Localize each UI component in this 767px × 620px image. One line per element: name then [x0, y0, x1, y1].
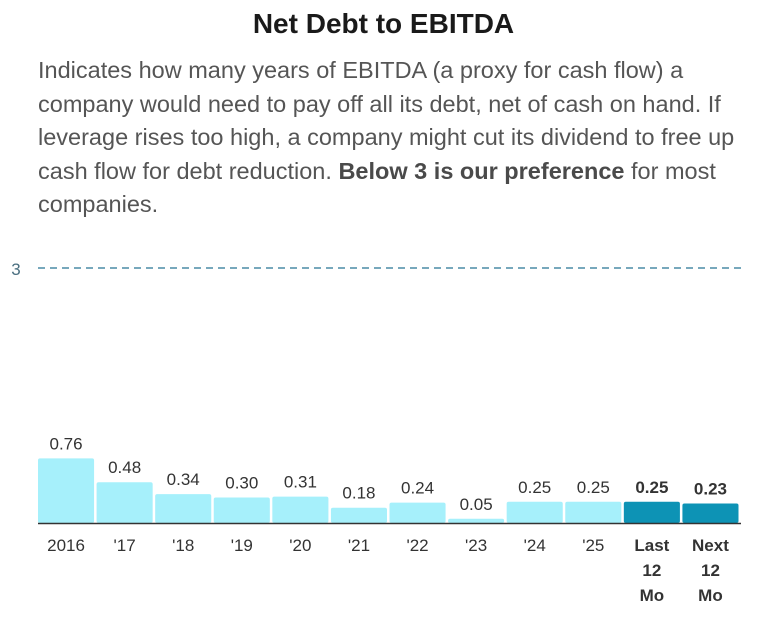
value-label-6: 0.18 — [342, 484, 375, 503]
bar-6 — [330, 507, 387, 523]
x-tick-label-4: '19 — [231, 536, 253, 555]
value-label-3: 0.34 — [167, 470, 200, 489]
x-tick-label-7: '22 — [406, 536, 428, 555]
x-tick-label-5: '20 — [289, 536, 311, 555]
value-label-12: 0.23 — [694, 479, 727, 498]
threshold-label: 3 — [11, 260, 20, 279]
bar-1 — [38, 458, 95, 523]
value-label-7: 0.24 — [401, 479, 434, 498]
chart-description: Indicates how many years of EBITDA (a pr… — [38, 54, 738, 222]
value-label-4: 0.30 — [225, 474, 258, 493]
bars-group — [38, 458, 741, 525]
bar-12 — [682, 503, 739, 523]
value-label-11: 0.25 — [635, 478, 668, 497]
description-text: Indicates how many years of EBITDA (a pr… — [38, 57, 735, 184]
value-label-9: 0.25 — [518, 478, 551, 497]
x-tick-label-12: Next 12 Mo — [692, 536, 729, 605]
x-tick-label-10: '25 — [582, 536, 604, 555]
x-axis-labels-group: 2016 '17 '18 '19 '20 '21 '22 '23 '24 '25 Last 12 Mo N… — [47, 536, 729, 605]
value-labels-group: 0.76 0.48 0.34 0.30 0.31 0.18 0.24 0.05 0.25 0.25… — [49, 434, 727, 513]
x-tick-label-2: '17 — [114, 536, 136, 555]
bar-4 — [213, 497, 270, 523]
chart-title: Net Debt to EBITDA — [252, 8, 515, 39]
x-tick-label-11: Last 12 Mo — [634, 536, 669, 605]
bar-11 — [623, 501, 680, 523]
bar-3 — [155, 494, 212, 523]
bar-7 — [389, 502, 446, 523]
x-tick-label-3: '18 — [172, 536, 194, 555]
description-emphasis: Below 3 is our preference — [338, 157, 625, 184]
description-tail: for most companies. — [38, 157, 716, 218]
value-label-8: 0.05 — [460, 495, 493, 514]
x-tick-label-6: '21 — [348, 536, 370, 555]
value-label-1: 0.76 — [49, 434, 82, 453]
threshold-group: 3 — [11, 260, 744, 279]
bar-5 — [272, 496, 329, 523]
value-label-5: 0.31 — [284, 473, 317, 492]
bar-2 — [96, 482, 153, 523]
bar-8 — [448, 518, 505, 523]
bar-10 — [565, 501, 622, 523]
x-tick-label-1: 2016 — [47, 536, 85, 555]
x-tick-label-9: '24 — [524, 536, 546, 555]
x-tick-label-8: '23 — [465, 536, 487, 555]
bar-9 — [506, 501, 563, 523]
value-label-2: 0.48 — [108, 458, 141, 477]
value-label-10: 0.25 — [577, 478, 610, 497]
